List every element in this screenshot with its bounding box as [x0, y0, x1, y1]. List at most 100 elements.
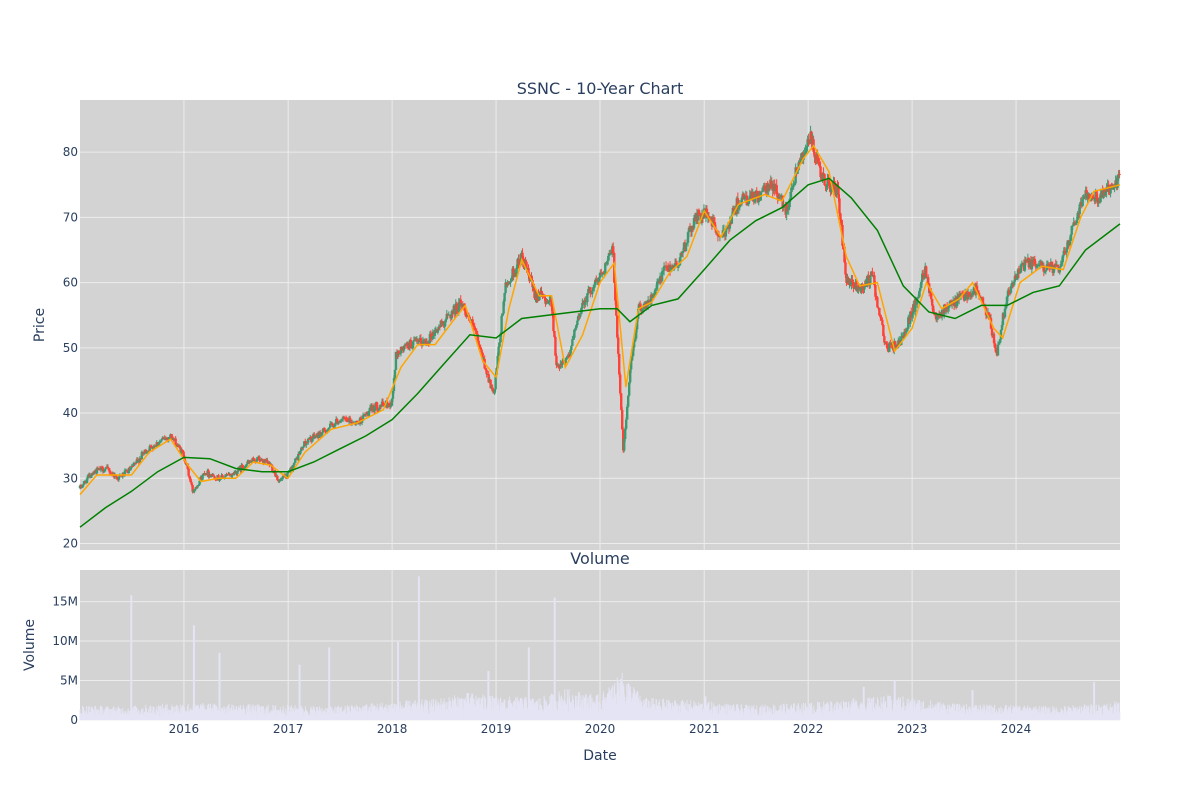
volume-bar: [1088, 705, 1090, 720]
candle-body: [877, 307, 880, 309]
volume-bar: [764, 704, 766, 720]
volume-bar: [129, 710, 131, 720]
volume-bar: [918, 700, 920, 720]
candle-body: [660, 271, 664, 281]
candle-body: [571, 339, 574, 346]
candle-body: [338, 421, 342, 423]
candle-body: [828, 182, 831, 189]
volume-bar: [1110, 707, 1112, 720]
volume-bar: [871, 698, 873, 720]
candle-body: [885, 342, 888, 344]
volume-bar: [492, 698, 494, 720]
candle-body: [190, 482, 193, 485]
candle-body: [1095, 190, 1098, 198]
candle-body: [1118, 173, 1121, 175]
candle-body: [1075, 219, 1078, 224]
candle-body: [399, 346, 403, 354]
date-tick-label: 2016: [169, 722, 200, 736]
volume-bar: [880, 703, 882, 720]
candle-body: [349, 420, 353, 424]
volume-bar: [352, 706, 354, 720]
date-tick-label: 2021: [689, 722, 720, 736]
volume-bar: [340, 707, 342, 720]
volume-bar: [209, 707, 211, 720]
volume-bar: [686, 700, 688, 720]
candle-body: [592, 288, 595, 291]
volume-bar: [588, 695, 590, 720]
volume-bar: [1079, 706, 1081, 720]
candle-body: [191, 484, 194, 492]
candle-body: [281, 477, 284, 480]
volume-bar: [927, 708, 929, 720]
candle-body: [494, 374, 497, 390]
candle-body: [1074, 223, 1077, 225]
volume-bar: [793, 703, 795, 720]
candle-body: [313, 434, 316, 438]
price-ytick-label: 70: [63, 210, 78, 224]
candle-body: [619, 374, 622, 394]
volume-bar: [597, 702, 599, 720]
volume-bar: [431, 699, 433, 720]
candle-body: [614, 282, 617, 301]
candle-body: [1044, 270, 1048, 272]
volume-bar: [847, 707, 849, 720]
candle-body: [1040, 261, 1044, 267]
volume-bar: [994, 704, 996, 720]
volume-bar: [961, 707, 963, 720]
candle-body: [497, 346, 500, 356]
candle-body: [1043, 271, 1047, 273]
volume-bar: [939, 702, 941, 720]
volume-bar: [503, 699, 505, 720]
volume-bar: [885, 700, 887, 720]
candle-body: [861, 284, 864, 289]
candle-body: [323, 429, 327, 432]
candle-body: [156, 442, 159, 445]
candle-body: [386, 402, 390, 408]
candle-body: [321, 428, 325, 433]
candle-body: [268, 462, 271, 466]
candle-body: [661, 270, 665, 272]
candle-body: [819, 166, 822, 178]
volume-bar: [637, 691, 639, 720]
volume-bar: [263, 709, 265, 720]
volume-bar: [848, 706, 850, 720]
candle-body: [649, 294, 653, 305]
candle-body: [997, 343, 1001, 345]
candle-body: [625, 406, 629, 420]
volume-bar: [749, 706, 751, 720]
candle-body: [662, 266, 666, 271]
candle-body: [1112, 187, 1115, 190]
candle-body: [187, 468, 190, 476]
volume-bar: [148, 709, 150, 720]
candle-body: [610, 253, 613, 255]
candle-body: [803, 152, 806, 156]
candle-body: [400, 346, 404, 350]
candle-body: [654, 289, 658, 291]
candle-body: [245, 464, 248, 467]
candle-body: [491, 387, 494, 392]
candle-body: [1024, 260, 1028, 262]
candle-body: [1017, 269, 1021, 274]
candle-body: [330, 423, 334, 426]
price-chart-title: SSNC - 10-Year Chart: [517, 79, 684, 98]
candle-body: [1050, 262, 1053, 266]
candle-body: [230, 475, 233, 477]
candle-body: [85, 478, 89, 484]
volume-bar: [455, 703, 457, 720]
volume-bar: [551, 694, 553, 720]
candle-body: [219, 478, 222, 480]
candle-body: [676, 266, 680, 268]
candle-body: [826, 179, 829, 186]
candle-body: [587, 289, 590, 294]
candle-body: [471, 319, 474, 325]
volume-bar: [662, 698, 664, 720]
volume-spike-bar: [192, 625, 195, 720]
volume-bar: [687, 703, 689, 720]
candle-body: [140, 452, 143, 459]
candle-body: [325, 430, 329, 433]
volume-bar: [724, 703, 726, 720]
candle-body: [1090, 196, 1093, 201]
candle-body: [790, 187, 793, 192]
candle-body: [423, 340, 427, 344]
volume-bar: [888, 695, 890, 720]
